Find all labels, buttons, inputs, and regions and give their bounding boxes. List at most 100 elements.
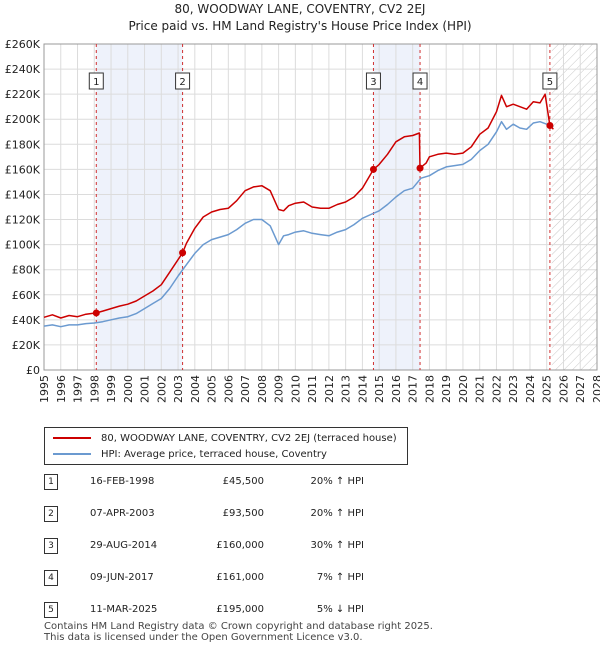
x-tick-label: 2008 <box>256 375 269 403</box>
x-tick-label: 2024 <box>524 375 537 403</box>
x-tick-label: 2000 <box>122 375 135 403</box>
y-tick-label: £220K <box>5 88 41 101</box>
sale-badge: 2 <box>44 506 58 522</box>
y-tick-label: £180K <box>5 138 41 151</box>
sale-point <box>92 309 100 317</box>
x-tick-label: 2019 <box>440 375 453 403</box>
table-row: 5 11-MAR-2025 £195,000 5% ↓ HPI <box>44 602 404 618</box>
sale-date: 29-AUG-2014 <box>90 540 158 551</box>
x-tick-label: 1999 <box>105 375 118 403</box>
sale-label-box <box>175 72 191 90</box>
legend-label-hpi: HPI: Average price, terraced house, Cove… <box>101 448 327 460</box>
table-row: 4 09-JUN-2017 £161,000 7% ↑ HPI <box>44 570 404 586</box>
sale-period-band <box>96 44 183 370</box>
sale-hpi-change: 7% ↑ HPI <box>316 572 364 583</box>
sale-hpi-change: 20% ↑ HPI <box>310 476 364 487</box>
x-tick-label: 2001 <box>139 375 152 403</box>
sale-badge: 4 <box>44 570 58 586</box>
chart-title: 80, WOODWAY LANE, COVENTRY, CV2 2EJ <box>174 2 426 16</box>
y-tick-label: £160K <box>5 163 41 176</box>
sale-point <box>546 122 554 129</box>
y-tick-label: £200K <box>5 113 41 126</box>
sale-hpi-change: 20% ↑ HPI <box>310 508 364 519</box>
sale-label-box <box>365 72 381 90</box>
sale-badge: 1 <box>44 474 58 490</box>
legend-item-hpi: HPI: Average price, terraced house, Cove… <box>53 447 327 461</box>
footer-copyright: Contains HM Land Registry data © Crown c… <box>44 621 433 632</box>
x-tick-label: 2009 <box>273 375 286 403</box>
property-price-line <box>43 93 554 319</box>
x-tick-label: 2017 <box>407 375 420 403</box>
x-tick-label: 2010 <box>289 375 302 403</box>
sale-price: £93,500 <box>222 508 264 519</box>
plot-frame <box>43 43 598 371</box>
y-tick-label: £240K <box>5 63 41 76</box>
sale-hpi-change: 30% ↑ HPI <box>310 540 364 551</box>
sale-label-box <box>88 72 104 90</box>
x-tick-label: 2005 <box>206 375 219 403</box>
y-tick-label: £60K <box>12 289 41 302</box>
y-tick-label: £120K <box>5 214 41 227</box>
future-hatch <box>551 44 597 370</box>
x-tick-label: 2025 <box>541 375 554 403</box>
x-tick-label: 2027 <box>574 375 587 403</box>
sale-price: £161,000 <box>216 572 264 583</box>
x-tick-label: 2004 <box>189 375 202 403</box>
table-row: 1 16-FEB-1998 £45,500 20% ↑ HPI <box>44 474 404 490</box>
x-tick-label: 2021 <box>474 375 487 403</box>
sale-price: £45,500 <box>222 476 264 487</box>
legend-label-property: 80, WOODWAY LANE, COVENTRY, CV2 2EJ (ter… <box>101 432 397 444</box>
legend-item-property: 80, WOODWAY LANE, COVENTRY, CV2 2EJ (ter… <box>53 431 397 445</box>
sale-date: 11-MAR-2025 <box>90 604 158 615</box>
sale-date: 09-JUN-2017 <box>90 572 154 583</box>
sale-point <box>179 249 187 257</box>
sale-point <box>416 164 424 172</box>
y-tick-label: £260K <box>5 38 41 51</box>
legend: 80, WOODWAY LANE, COVENTRY, CV2 2EJ (ter… <box>44 427 408 465</box>
table-row: 3 29-AUG-2014 £160,000 30% ↑ HPI <box>44 538 404 554</box>
footer: Contains HM Land Registry data © Crown c… <box>44 621 433 643</box>
sale-date: 16-FEB-1998 <box>90 476 155 487</box>
price-chart: £0 £20K £40K £60K £80K £100K £120K £140K £160K £1… <box>5 38 600 403</box>
x-tick-label: 2028 <box>591 375 600 403</box>
sale-date: 07-APR-2003 <box>90 508 155 519</box>
x-tick-label: 2022 <box>490 375 503 403</box>
x-tick-label: 1998 <box>88 375 101 403</box>
x-tick-label: 2002 <box>155 375 168 403</box>
footer-licence: This data is licensed under the Open Gov… <box>44 632 363 643</box>
sale-label-box <box>542 72 558 90</box>
sale-label-number: 1 <box>93 77 99 88</box>
x-tick-label: 1995 <box>38 375 51 403</box>
sale-label-number: 5 <box>547 77 553 88</box>
legend-swatch-hpi <box>53 453 91 455</box>
sale-point <box>369 165 377 173</box>
sale-label-box <box>412 72 428 90</box>
y-tick-label: £20K <box>12 339 41 352</box>
sale-hpi-change: 5% ↓ HPI <box>316 604 364 615</box>
sale-label-number: 2 <box>179 77 185 88</box>
x-tick-label: 2011 <box>306 375 319 403</box>
y-tick-label: £140K <box>5 188 41 201</box>
sale-label-number: 4 <box>417 77 423 88</box>
legend-swatch-property <box>53 437 91 439</box>
x-tick-label: 2006 <box>222 375 235 403</box>
sale-label-number: 3 <box>370 77 376 88</box>
y-tick-label: £0 <box>26 364 40 377</box>
sale-badge: 5 <box>44 602 58 618</box>
x-tick-label: 2014 <box>356 375 369 403</box>
hpi-line <box>43 120 554 328</box>
x-tick-label: 2003 <box>172 375 185 403</box>
x-tick-label: 2015 <box>373 375 386 403</box>
x-tick-label: 1996 <box>55 375 68 403</box>
sale-badge: 3 <box>44 538 58 554</box>
x-tick-label: 2012 <box>323 375 336 403</box>
sale-price: £160,000 <box>216 540 264 551</box>
x-tick-label: 2026 <box>557 375 570 403</box>
x-tick-label: 2020 <box>457 375 470 403</box>
x-tick-label: 2013 <box>340 375 353 403</box>
sale-price: £195,000 <box>216 604 264 615</box>
y-tick-label: £40K <box>12 314 41 327</box>
chart-subtitle: Price paid vs. HM Land Registry's House … <box>128 19 472 33</box>
x-tick-label: 2016 <box>390 375 403 403</box>
table-row: 2 07-APR-2003 £93,500 20% ↑ HPI <box>44 506 404 522</box>
